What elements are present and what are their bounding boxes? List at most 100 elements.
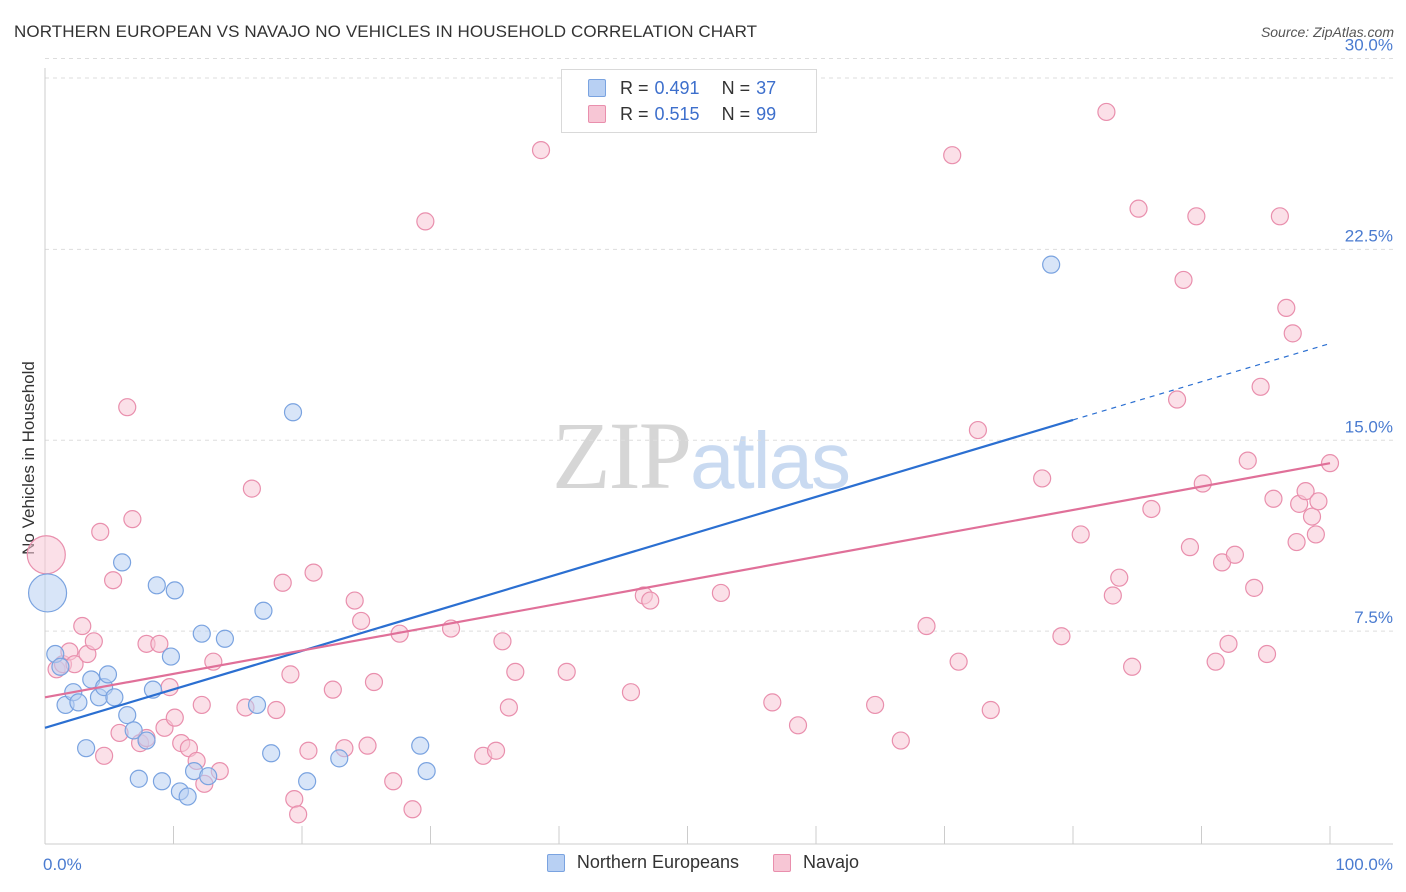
navajo-point [165, 708, 184, 727]
northern-european-point [129, 769, 148, 788]
legend-swatch-pink [773, 853, 792, 872]
navajo-point [621, 683, 641, 702]
navajo-point [73, 616, 92, 636]
northern-european-point [124, 721, 143, 740]
navajo-point [1309, 492, 1328, 511]
northern-european-point [27, 573, 68, 613]
legend-label: Navajo [803, 852, 860, 872]
navajo-point [123, 510, 142, 529]
navajo-point [273, 573, 292, 592]
stats-legend: R = 0.491 N = 37 R = 0.515 N = 99 [561, 69, 817, 133]
navajo-point [281, 665, 300, 684]
navajo-point [1167, 390, 1187, 409]
legend-swatch-blue [546, 853, 565, 872]
legend-item-navajo[interactable]: Navajo [773, 852, 859, 873]
navajo-point [1283, 324, 1302, 343]
navajo-point [763, 693, 782, 712]
legend-r-value: 0.515 [654, 103, 700, 124]
navajo-point [1287, 532, 1306, 552]
northern-european-point [118, 706, 137, 725]
series-legend: Northern Europeans Navajo [0, 852, 1406, 873]
navajo-point [91, 522, 110, 541]
navajo-point [1180, 538, 1200, 557]
navajo-point [150, 634, 169, 653]
navajo-point [1052, 627, 1071, 646]
legend-label: Northern Europeans [576, 852, 740, 872]
northern-european-point [254, 601, 273, 620]
legend-r-label: R = [620, 103, 649, 124]
northern-european-point [105, 688, 124, 707]
navajo-point [1302, 507, 1322, 526]
northern-european-point [69, 693, 88, 712]
navajo-point [493, 632, 512, 651]
northern-european-point [262, 744, 281, 763]
navajo-point [788, 716, 808, 735]
legend-swatch-blue [588, 79, 606, 97]
northern-european-point [298, 772, 317, 791]
navajo-point [1219, 634, 1238, 653]
watermark: ZIPatlas [552, 400, 851, 511]
y-axis-title: No Vehicles in Household [19, 361, 38, 555]
northern-european-point [178, 787, 197, 806]
navajo-point [1071, 525, 1090, 544]
navajo-point [289, 805, 308, 824]
x-tick-label: 0.0% [43, 855, 82, 874]
northern-european-point [1042, 255, 1061, 274]
northern-european-point [161, 647, 181, 666]
northern-european-point [215, 629, 234, 648]
navajo-point [1296, 482, 1315, 501]
navajo-point [1123, 657, 1142, 676]
navajo-points [26, 102, 1340, 824]
y-tick-label: 30.0% [1345, 36, 1393, 55]
navajo-point [1206, 652, 1225, 671]
navajo-point [1110, 568, 1129, 587]
y-tick-label: 7.5% [1354, 608, 1393, 627]
navajo-point [981, 700, 1000, 720]
navajo-point [711, 583, 731, 603]
navajo-point [1174, 270, 1193, 290]
navajo-point [242, 479, 261, 498]
navajo-point [531, 141, 551, 160]
navajo-point [1187, 207, 1206, 226]
navajo-point [323, 680, 342, 699]
northern-european-point [330, 749, 349, 768]
navajo-point [949, 652, 968, 671]
navajo-point [384, 772, 403, 791]
navajo-point [1306, 525, 1325, 544]
northern-european-point [165, 581, 184, 600]
navajo-point [299, 741, 318, 760]
watermark-atlas: atlas [690, 416, 851, 505]
northern-european-point [417, 761, 436, 781]
legend-r-label: R = [620, 77, 649, 98]
source-label: Source: ZipAtlas.com [1260, 24, 1394, 40]
legend-n-value: 37 [756, 77, 777, 98]
navajo-point [1033, 469, 1052, 488]
navajo-point [95, 746, 114, 765]
navajo-point [285, 789, 304, 809]
northern-european-point [283, 403, 303, 422]
y-tick-label: 15.0% [1345, 417, 1393, 436]
northern-european-point [51, 657, 70, 676]
northern-european-point [411, 736, 430, 755]
legend-row-navajo: R = 0.515 N = 99 [588, 102, 776, 126]
navajo-point [1142, 499, 1161, 519]
navajo-point [866, 695, 885, 715]
legend-swatch-pink [588, 105, 606, 123]
legend-r-value: 0.491 [654, 77, 700, 98]
navajo-point [364, 672, 384, 692]
navajo-point [557, 662, 576, 681]
legend-n-label: N = [721, 103, 751, 124]
navajo-point [1129, 199, 1148, 218]
navajo-point [403, 800, 422, 819]
navajo-point [192, 695, 211, 715]
northern-european-trend-line [44, 418, 1074, 729]
northern-european-point [247, 695, 267, 715]
navajo-point [1245, 578, 1264, 597]
navajo-point [891, 731, 910, 750]
northern-european-point [137, 731, 156, 750]
navajo-point [917, 616, 936, 636]
legend-item-northern-europeans[interactable]: Northern Europeans [546, 852, 740, 873]
navajo-point [304, 563, 323, 582]
navajo-point [499, 698, 518, 717]
